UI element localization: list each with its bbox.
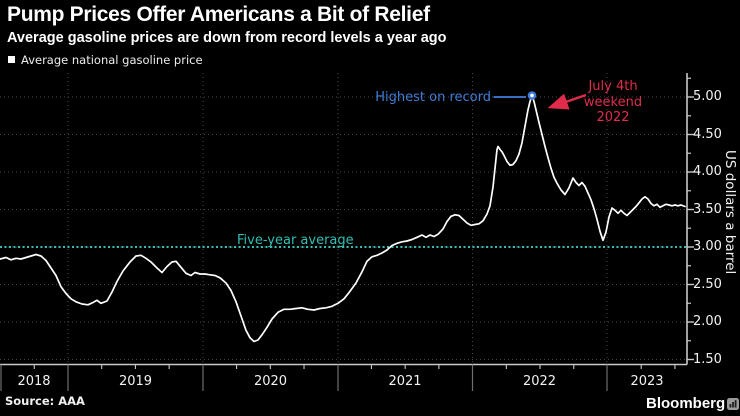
annotation-july4-line3: 2022 — [596, 110, 630, 125]
legend-swatch-icon — [8, 56, 15, 63]
bloomberg-wordmark: Bloomberg — [646, 395, 726, 412]
y-tick-label: 3.00 — [693, 239, 722, 254]
x-tick-label: 2022 — [522, 374, 557, 389]
y-tick-label: 4.00 — [693, 164, 722, 179]
july4-arrow-icon — [547, 93, 587, 110]
y-tick-label: 5.00 — [693, 89, 722, 104]
record-point-icon — [530, 93, 534, 98]
annotation-july4-line2: weekend — [583, 94, 643, 110]
y-tick-label: 1.50 — [693, 351, 722, 367]
annotation-july4-weekend: July 4th weekend 2022 — [575, 79, 651, 126]
x-tick-label: 2020 — [253, 374, 288, 389]
source-credit: Source: AAA — [5, 394, 85, 408]
annotation-five-year-average: Five-year average — [237, 233, 354, 248]
annotation-july4-line1: July 4th — [588, 79, 638, 94]
y-tick-label: 2.00 — [693, 314, 722, 329]
price-line — [0, 94, 686, 343]
bloomberg-terminal-icon — [727, 398, 739, 410]
y-tick-label: 2.50 — [693, 276, 722, 292]
page-title: Pump Prices Offer Americans a Bit of Rel… — [7, 3, 430, 26]
x-tick-label: 2021 — [388, 374, 422, 389]
y-tick-label: 4.50 — [693, 126, 722, 142]
annotation-highest-on-record: Highest on record — [375, 90, 491, 105]
x-tick-label: 2018 — [17, 374, 51, 389]
legend-label: Average national gasoline price — [21, 53, 203, 67]
page-subtitle: Average gasoline prices are down from re… — [7, 30, 447, 46]
y-axis-title: US dollars a barrel — [722, 150, 738, 275]
y-tick-label: 3.50 — [693, 201, 722, 217]
x-tick-label: 2023 — [630, 374, 664, 389]
x-tick-label: 2019 — [118, 374, 153, 389]
